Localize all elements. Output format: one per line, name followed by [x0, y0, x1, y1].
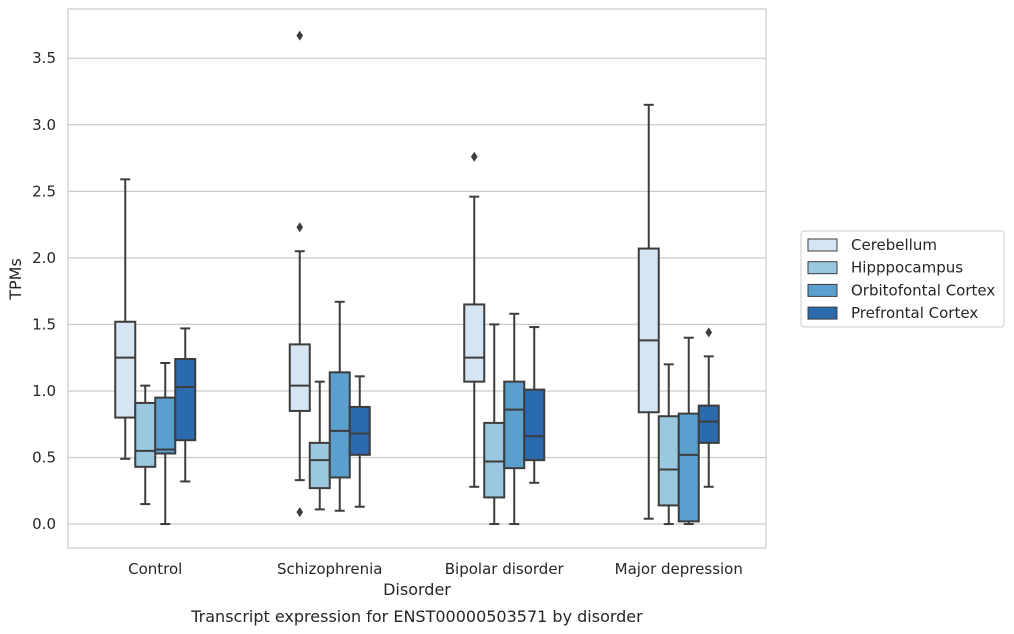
box-hipppocampus [308, 380, 331, 511]
box-orbitofontal-cortex [677, 336, 700, 526]
box-body [114, 320, 137, 419]
x-tick-label: Bipolar disorder [445, 560, 565, 578]
box-prefrontal-cortex [523, 326, 546, 484]
y-tick-label: 1.0 [32, 382, 56, 400]
legend-swatch [807, 283, 838, 297]
y-tick-label: 3.0 [32, 116, 56, 134]
legend-swatch [807, 238, 838, 252]
box-orbitofontal-cortex [503, 312, 526, 526]
legend-label: Hipppocampus [851, 259, 963, 277]
box-cerebellum [463, 151, 486, 488]
box-hipppocampus [657, 363, 680, 526]
outlier-point [296, 30, 304, 41]
box-orbitofontal-cortex [328, 300, 351, 512]
box-body [503, 380, 526, 470]
outlier-point [296, 222, 304, 233]
box-body [174, 358, 197, 442]
y-tick-label: 0.5 [32, 449, 56, 467]
legend-frame [800, 230, 1005, 328]
box-prefrontal-cortex [348, 375, 371, 508]
outlier-point [705, 327, 713, 338]
box-body [328, 371, 351, 479]
y-tick-label: 0.0 [32, 515, 56, 533]
box-prefrontal-cortex [697, 327, 720, 488]
y-axis-title: TPMs [6, 258, 25, 301]
legend-label: Prefrontal Cortex [851, 304, 978, 322]
x-tick-label: Control [128, 560, 182, 578]
box-body [154, 396, 177, 455]
box-body [657, 415, 680, 507]
box-body [348, 405, 371, 456]
box-cerebellum [288, 30, 311, 518]
box-orbitofontal-cortex [154, 362, 177, 526]
x-axis-title: Disorder [383, 580, 451, 599]
box-body [697, 404, 720, 444]
y-tick-label: 2.0 [32, 249, 56, 267]
boxes-layer [114, 30, 720, 526]
y-tick-label: 3.5 [32, 49, 56, 67]
chart-caption: Transcript expression for ENST0000050357… [190, 607, 643, 626]
y-tick-labels: 0.0 0.5 1.0 1.5 2.0 2.5 3.0 3.5 [32, 49, 56, 533]
plot-area-frame [67, 8, 767, 549]
legend-swatch [807, 261, 838, 275]
box-body [483, 421, 506, 499]
box-body [523, 388, 546, 462]
legend-label: Cerebellum [851, 236, 937, 254]
legend-label: Orbitofontal Cortex [851, 281, 995, 299]
box-cerebellum [637, 103, 660, 520]
outlier-point [296, 507, 304, 518]
box-body [677, 412, 700, 523]
outlier-point [470, 151, 478, 162]
box-body [288, 343, 311, 412]
y-tick-label: 2.5 [32, 182, 56, 200]
box-prefrontal-cortex [174, 327, 197, 483]
box-hipppocampus [483, 323, 506, 526]
box-body [463, 303, 486, 383]
x-tick-labels: Control Schizophrenia Bipolar disorder Majo… [128, 560, 743, 578]
box-body [637, 247, 660, 414]
y-tick-label: 1.5 [32, 315, 56, 333]
x-tick-label: Major depression [615, 560, 743, 578]
box-hipppocampus [134, 384, 157, 506]
legend-swatch [807, 306, 838, 320]
box-cerebellum [114, 178, 137, 460]
box-body [308, 441, 331, 490]
legend: Cerebellum Hipppocampus Orbitofontal Corte… [800, 230, 1005, 328]
box-body [134, 401, 157, 468]
x-tick-label: Schizophrenia [277, 560, 382, 578]
